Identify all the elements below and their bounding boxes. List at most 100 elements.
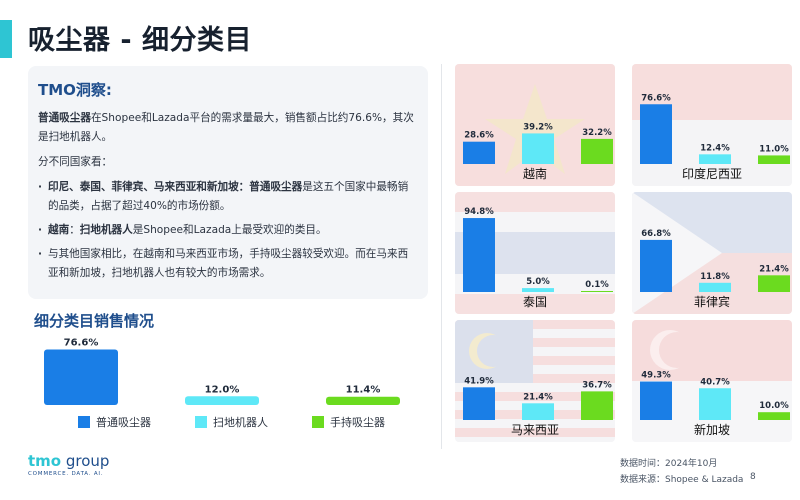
vietnam-bar-chart: 28.6% 39.2% 32.2% <box>463 122 613 164</box>
bar-1 <box>463 387 495 420</box>
country-name: 马来西亚 <box>510 423 559 437</box>
data-label: 10.0% <box>759 401 789 411</box>
bar-2 <box>185 396 259 405</box>
bar-3 <box>581 391 613 420</box>
bar-2 <box>699 388 731 420</box>
footer-meta: 数据时间：2024年10月 数据来源：Shopee & Lazada <box>620 456 743 488</box>
overall-category-chart: 76.6% 12.0% 11.4% <box>44 337 400 405</box>
malaysia-flag-watermark <box>455 320 615 442</box>
insight-text: 在Shopee和Lazada平台的需求量最大，销售额占比约76.6%，其次是扫地… <box>38 112 414 143</box>
chart-legend: 普通吸尘器 扫地机器人 手持吸尘器 <box>78 414 429 430</box>
section-title: 细分类目销售情况 <box>34 312 155 330</box>
bar-2 <box>522 133 554 164</box>
data-label: 40.7% <box>700 377 730 387</box>
data-label: 0.1% <box>585 280 609 290</box>
data-label: 12.4% <box>700 143 730 153</box>
title-accent-bar <box>0 20 12 58</box>
bar-3 <box>758 155 790 164</box>
data-label: 11.0% <box>759 144 789 154</box>
country-name: 菲律宾 <box>693 295 730 309</box>
legend-swatch <box>195 416 207 428</box>
malaysia-bar-chart: 41.9% 21.4% 36.7% <box>463 376 613 420</box>
data-source: 数据来源：Shopee & Lazada <box>620 475 744 485</box>
insight-text: 是这五个国家中最畅销的品类，占据了超过40%的市场份额。 <box>48 181 409 212</box>
logo-wordmark: tmo group <box>28 452 109 470</box>
data-label: 76.6% <box>641 93 671 103</box>
insight-bullet-3: 与其他国家相比，在越南和马来西亚市场，手持吸尘器较受欢迎。而在马来西亚和新加坡，… <box>38 245 418 283</box>
insight-paragraph-1: 普通吸尘器在Shopee和Lazada平台的需求量最大，销售额占比约76.6%，… <box>38 109 418 147</box>
country-card-philippines: 66.8% 11.8% 21.4% 菲律宾 <box>632 192 792 314</box>
logo-tagline: COMMERCE. DATA. AI. <box>28 471 104 477</box>
country-card-singapore: 49.3% 40.7% 10.0% 新加坡 <box>632 320 792 442</box>
bar-2 <box>522 403 554 420</box>
singapore-bar-chart: 49.3% 40.7% 10.0% <box>640 371 790 420</box>
country-name: 印度尼西亚 <box>681 167 742 181</box>
data-label: 21.4% <box>759 264 789 274</box>
insight-title: TMO洞察: <box>38 81 112 99</box>
bar-1 <box>640 381 672 420</box>
insight-bullet-2: 越南：扫地机器人是Shopee和Lazada上最受欢迎的类目。 <box>38 221 418 240</box>
company-logo: tmo group COMMERCE. DATA. AI. <box>28 452 109 477</box>
country-name: 泰国 <box>522 295 547 309</box>
country-card-malaysia: 41.9% 21.4% 36.7% 马来西亚 <box>455 320 615 442</box>
vertical-divider <box>441 64 442 449</box>
insight-paragraph-2: 分不同国家看： <box>38 156 113 168</box>
insight-bold: 印尼、泰国、菲律宾、马来西亚和新加坡：普通吸尘器 <box>48 181 303 193</box>
bar-1 <box>640 104 672 164</box>
data-label: 36.7% <box>582 380 612 390</box>
data-label: 21.4% <box>523 392 553 402</box>
insight-bullet-1: 印尼、泰国、菲律宾、马来西亚和新加坡：普通吸尘器是这五个国家中最畅销的品类，占据… <box>38 178 418 216</box>
insight-bold: 扫地机器人 <box>79 224 133 236</box>
thailand-bar-chart: 94.8% 5.0% 0.1% <box>463 207 613 292</box>
philippines-bar-chart: 66.8% 11.8% 21.4% <box>640 229 790 292</box>
country-card-vietnam: 28.6% 39.2% 32.2% 越南 <box>455 64 615 186</box>
data-label: 39.2% <box>523 122 553 132</box>
data-label: 41.9% <box>464 376 494 386</box>
legend-item: 普通吸尘器 <box>78 414 195 430</box>
data-label: 28.6% <box>464 131 494 141</box>
bar-3 <box>581 138 613 164</box>
bar-2 <box>699 154 731 164</box>
data-label: 49.3% <box>641 371 671 381</box>
data-date: 数据时间：2024年10月 <box>620 459 718 469</box>
insight-box: TMO洞察: 普通吸尘器在Shopee和Lazada平台的需求量最大，销售额占比… <box>28 66 428 299</box>
bar-3 <box>758 275 790 292</box>
insight-bold: 普通吸尘器 <box>38 112 91 124</box>
insight-bold: 越南 <box>48 224 70 236</box>
country-name: 越南 <box>522 167 547 181</box>
data-label: 66.8% <box>641 229 671 239</box>
logo-accent-text: tmo <box>28 452 62 470</box>
legend-label: 普通吸尘器 <box>96 416 151 429</box>
bar-2 <box>699 282 731 292</box>
data-label: 94.8% <box>464 207 494 217</box>
bar-1 <box>640 239 672 292</box>
data-label: 11.4% <box>346 385 381 396</box>
country-name: 新加坡 <box>693 423 730 437</box>
bar-1 <box>463 141 495 164</box>
legend-item: 手持吸尘器 <box>312 414 429 430</box>
bar-1 <box>463 218 495 292</box>
insight-text: 是Shopee和Lazada上最受欢迎的类目。 <box>132 224 327 236</box>
page-title: 吸尘器 - 细分类目 <box>28 25 253 56</box>
vietnam-flag-watermark <box>455 64 615 186</box>
bar-3 <box>326 396 400 405</box>
legend-swatch <box>78 416 90 428</box>
legend-label: 扫地机器人 <box>213 416 268 429</box>
page-number: 8 <box>750 472 756 482</box>
legend-label: 手持吸尘器 <box>330 416 385 429</box>
bar-2 <box>522 288 554 292</box>
bar-1 <box>44 349 118 405</box>
data-label: 11.8% <box>700 272 730 282</box>
country-card-thailand: 94.8% 5.0% 0.1% 泰国 <box>455 192 615 314</box>
bar-3 <box>758 412 790 420</box>
data-label: 12.0% <box>205 384 240 395</box>
data-label: 32.2% <box>582 128 612 138</box>
bar-3 <box>581 291 613 292</box>
data-label: 5.0% <box>526 277 550 287</box>
country-card-indonesia: 76.6% 12.4% 11.0% 印度尼西亚 <box>632 64 792 186</box>
legend-swatch <box>312 416 324 428</box>
legend-item: 扫地机器人 <box>195 414 312 430</box>
insight-bullets: 印尼、泰国、菲律宾、马来西亚和新加坡：普通吸尘器是这五个国家中最畅销的品类，占据… <box>38 178 418 283</box>
logo-rest-text: group <box>61 452 110 470</box>
indonesia-bar-chart: 76.6% 12.4% 11.0% <box>640 93 790 164</box>
